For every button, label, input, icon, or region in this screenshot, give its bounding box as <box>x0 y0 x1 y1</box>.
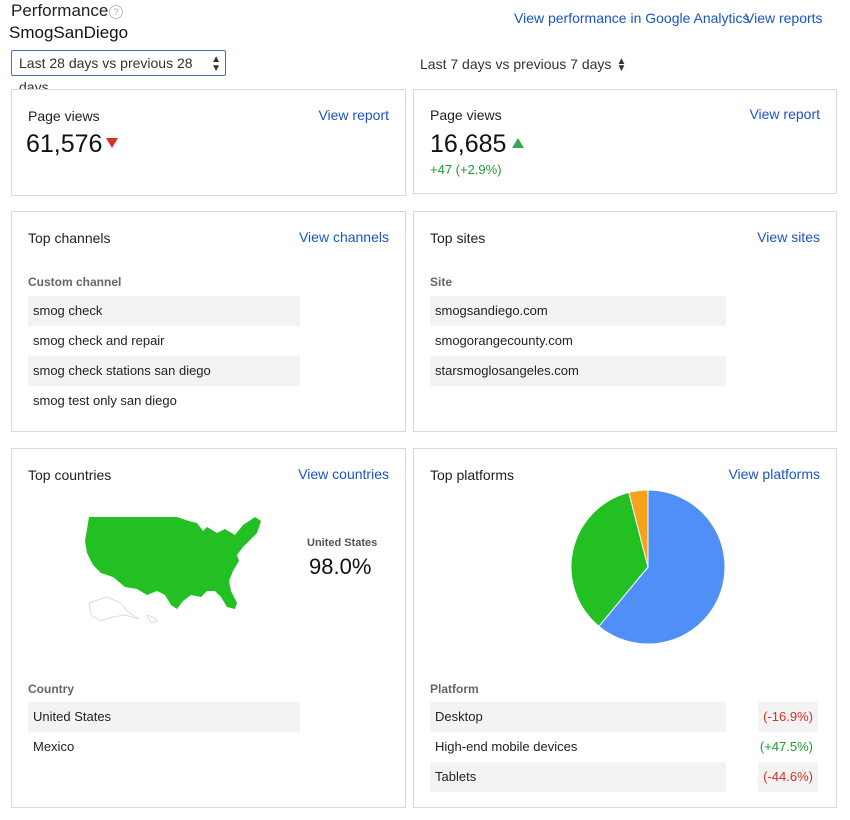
view-reports-link[interactable]: View reports <box>745 10 823 26</box>
pageviews-change: +47 (+2.9%) <box>430 162 502 177</box>
trend-down-icon <box>106 138 119 149</box>
pageviews-number: 61,576 <box>26 130 103 158</box>
card-title: Top countries <box>28 467 112 483</box>
list-item[interactable]: Mexico <box>33 739 75 754</box>
list-item[interactable]: United States <box>28 702 300 732</box>
view-analytics-link[interactable]: View performance in Google Analytics <box>514 10 750 26</box>
help-icon[interactable]: ? <box>109 5 123 19</box>
country-map <box>85 517 261 624</box>
platform-change: (-16.9%) <box>758 702 818 732</box>
card-title: Top platforms <box>430 467 515 483</box>
card-title: Page views <box>430 107 502 123</box>
us-map-shape <box>85 517 261 609</box>
list-item[interactable]: smog check <box>28 296 300 326</box>
list-item[interactable]: High-end mobile devices <box>435 739 578 754</box>
top-platforms-card: Top platforms View platforms Platform De… <box>413 448 837 808</box>
date-range-select[interactable]: Last 28 days vs previous 28 days ▲ ▼ <box>11 50 226 95</box>
pie-slice-desktop[interactable] <box>598 489 726 645</box>
platform-change-value: (-16.9%) <box>763 709 813 724</box>
pageviews-number: 16,685 <box>430 130 507 158</box>
trend-up-icon <box>512 138 525 149</box>
page-title: Performance <box>11 1 109 20</box>
top-countries-card: Top countries View countries United Stat… <box>11 448 406 808</box>
platform-pie-chart <box>570 489 726 645</box>
view-report-link[interactable]: View report <box>318 107 389 123</box>
column-header: Custom channel <box>28 275 122 289</box>
view-sites-link[interactable]: View sites <box>757 229 820 245</box>
pie-slice-tablets[interactable] <box>628 489 649 568</box>
map-country-label: United States <box>307 537 378 549</box>
pageviews-card-right: Page views View report 16,685 +47 (+2.9%… <box>413 89 837 194</box>
list-item[interactable]: smogorangecounty.com <box>435 333 573 348</box>
top-channels-card: Top channels View channels Custom channe… <box>11 211 406 432</box>
alaska-outline <box>88 596 140 622</box>
platform-change-value: (-44.6%) <box>763 769 813 784</box>
map-country-value: 98.0% <box>309 554 372 579</box>
select-arrows-icon: ▲ ▼ <box>616 56 627 75</box>
pageviews-card-left: Page views View report 61,576 <box>11 89 406 196</box>
comparison-range-value: Last 7 days vs previous 7 days <box>420 56 612 72</box>
list-item[interactable]: smogsandiego.com <box>430 296 726 326</box>
platform-change: (-44.6%) <box>758 762 818 792</box>
card-title: Top channels <box>28 230 111 246</box>
site-name: SmogSanDiego <box>9 23 129 42</box>
column-header: Site <box>430 275 453 289</box>
list-item[interactable]: Desktop <box>430 702 726 732</box>
list-item[interactable]: smog check and repair <box>33 333 165 348</box>
column-header: Platform <box>430 682 479 696</box>
platform-change-value: (+47.5%) <box>759 739 813 754</box>
list-item[interactable]: starsmoglosangeles.com <box>430 356 726 386</box>
list-item[interactable]: Tablets <box>430 762 726 792</box>
view-countries-link[interactable]: View countries <box>298 466 389 482</box>
view-report-link[interactable]: View report <box>749 106 820 122</box>
view-channels-link[interactable]: View channels <box>298 229 389 245</box>
list-item[interactable]: smog test only san diego <box>33 393 177 408</box>
select-arrows-icon: ▲ ▼ <box>211 54 221 74</box>
comparison-range-select[interactable]: Last 7 days vs previous 7 days ▲ ▼ <box>420 56 627 75</box>
card-title: Top sites <box>430 230 486 246</box>
hawaii-outline <box>146 614 158 624</box>
list-item[interactable]: smog check stations san diego <box>28 356 300 386</box>
view-platforms-link[interactable]: View platforms <box>728 466 820 482</box>
platform-change: (+47.5%) <box>755 732 818 762</box>
card-title: Page views <box>28 108 100 124</box>
pageviews-value: 61,576 <box>26 130 119 159</box>
pie-slice-high-end-mobile-devices[interactable] <box>570 491 649 628</box>
pageviews-value: 16,685 <box>430 130 525 159</box>
top-sites-card: Top sites View sites Site smogsandiego.c… <box>413 211 837 432</box>
column-header: Country <box>28 682 74 696</box>
